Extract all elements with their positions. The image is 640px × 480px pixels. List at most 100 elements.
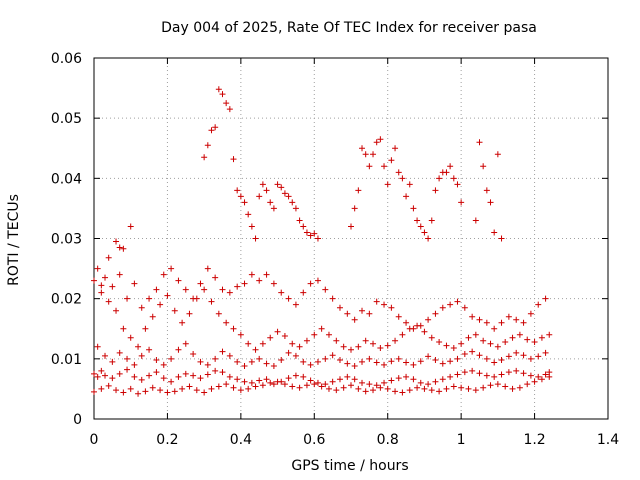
data-point <box>171 307 178 314</box>
data-point <box>292 372 299 379</box>
data-point <box>377 384 384 391</box>
data-point <box>307 232 314 239</box>
data-point <box>285 295 292 302</box>
data-point <box>417 322 424 329</box>
data-point <box>450 175 457 182</box>
data-point <box>116 271 123 278</box>
data-point <box>454 355 461 362</box>
data-point <box>190 372 197 379</box>
data-point <box>270 205 277 212</box>
data-point <box>289 340 296 347</box>
data-point <box>171 388 178 395</box>
data-point <box>520 352 527 359</box>
data-point <box>226 289 233 296</box>
data-point <box>160 271 167 278</box>
data-point <box>381 301 388 308</box>
data-point <box>109 358 116 365</box>
data-point <box>204 265 211 272</box>
data-point <box>300 373 307 380</box>
data-point <box>531 378 538 385</box>
data-point <box>359 379 366 386</box>
data-point <box>278 184 285 191</box>
data-point <box>116 244 123 251</box>
data-point <box>454 181 461 188</box>
data-point <box>98 282 105 289</box>
data-point <box>94 343 101 350</box>
data-point <box>351 363 358 370</box>
data-point <box>487 382 494 389</box>
data-point <box>384 385 391 392</box>
y-tick-label: 0.06 <box>51 51 82 67</box>
data-point <box>381 379 388 386</box>
data-point <box>436 388 443 395</box>
data-point <box>494 151 501 158</box>
data-point <box>292 205 299 212</box>
data-point <box>395 169 402 176</box>
data-point <box>256 193 263 200</box>
data-point <box>149 384 156 391</box>
data-point <box>281 190 288 197</box>
data-point <box>318 383 325 390</box>
data-point <box>281 332 288 339</box>
data-point <box>355 343 362 350</box>
data-point <box>248 358 255 365</box>
data-point <box>197 375 204 382</box>
data-point <box>113 387 120 394</box>
data-point <box>223 100 230 107</box>
data-point <box>219 286 226 293</box>
data-point <box>109 375 116 382</box>
data-point <box>325 385 332 392</box>
data-point <box>395 355 402 362</box>
data-point <box>513 316 520 323</box>
x-tick-label: 1.2 <box>523 432 545 448</box>
data-point <box>498 371 505 378</box>
data-point <box>439 360 446 367</box>
data-point <box>399 331 406 338</box>
data-point <box>105 382 112 389</box>
data-point <box>538 376 545 383</box>
data-point <box>542 371 549 378</box>
data-point <box>230 325 237 332</box>
data-point <box>406 387 413 394</box>
data-point <box>256 277 263 284</box>
data-point <box>505 353 512 360</box>
data-point <box>219 369 226 376</box>
x-tick-label: 0.4 <box>230 432 252 448</box>
data-point <box>142 388 149 395</box>
data-point <box>476 139 483 146</box>
data-point <box>182 286 189 293</box>
data-point <box>447 373 454 380</box>
data-point <box>476 316 483 323</box>
data-point <box>329 295 336 302</box>
data-point <box>142 325 149 332</box>
data-point <box>546 373 553 380</box>
data-point <box>237 193 244 200</box>
data-point <box>502 338 509 345</box>
data-point <box>417 358 424 365</box>
data-point <box>472 217 479 224</box>
data-point <box>223 319 230 326</box>
x-tick-label: 0.6 <box>303 432 325 448</box>
data-point <box>289 199 296 206</box>
data-point <box>432 187 439 194</box>
data-point <box>241 378 248 385</box>
data-point <box>116 370 123 377</box>
data-point <box>197 280 204 287</box>
tick-marks <box>93 57 609 420</box>
data-point <box>113 307 120 314</box>
data-point <box>226 352 233 359</box>
data-point <box>256 355 263 362</box>
data-point <box>267 334 274 341</box>
data-point <box>329 378 336 385</box>
data-point <box>98 367 105 374</box>
data-point <box>190 295 197 302</box>
data-point <box>502 383 509 390</box>
data-point <box>153 369 160 376</box>
data-point <box>454 371 461 378</box>
data-point <box>263 271 270 278</box>
data-point <box>153 286 160 293</box>
data-point <box>292 301 299 308</box>
data-point <box>439 376 446 383</box>
data-point <box>314 358 321 365</box>
data-point <box>425 316 432 323</box>
